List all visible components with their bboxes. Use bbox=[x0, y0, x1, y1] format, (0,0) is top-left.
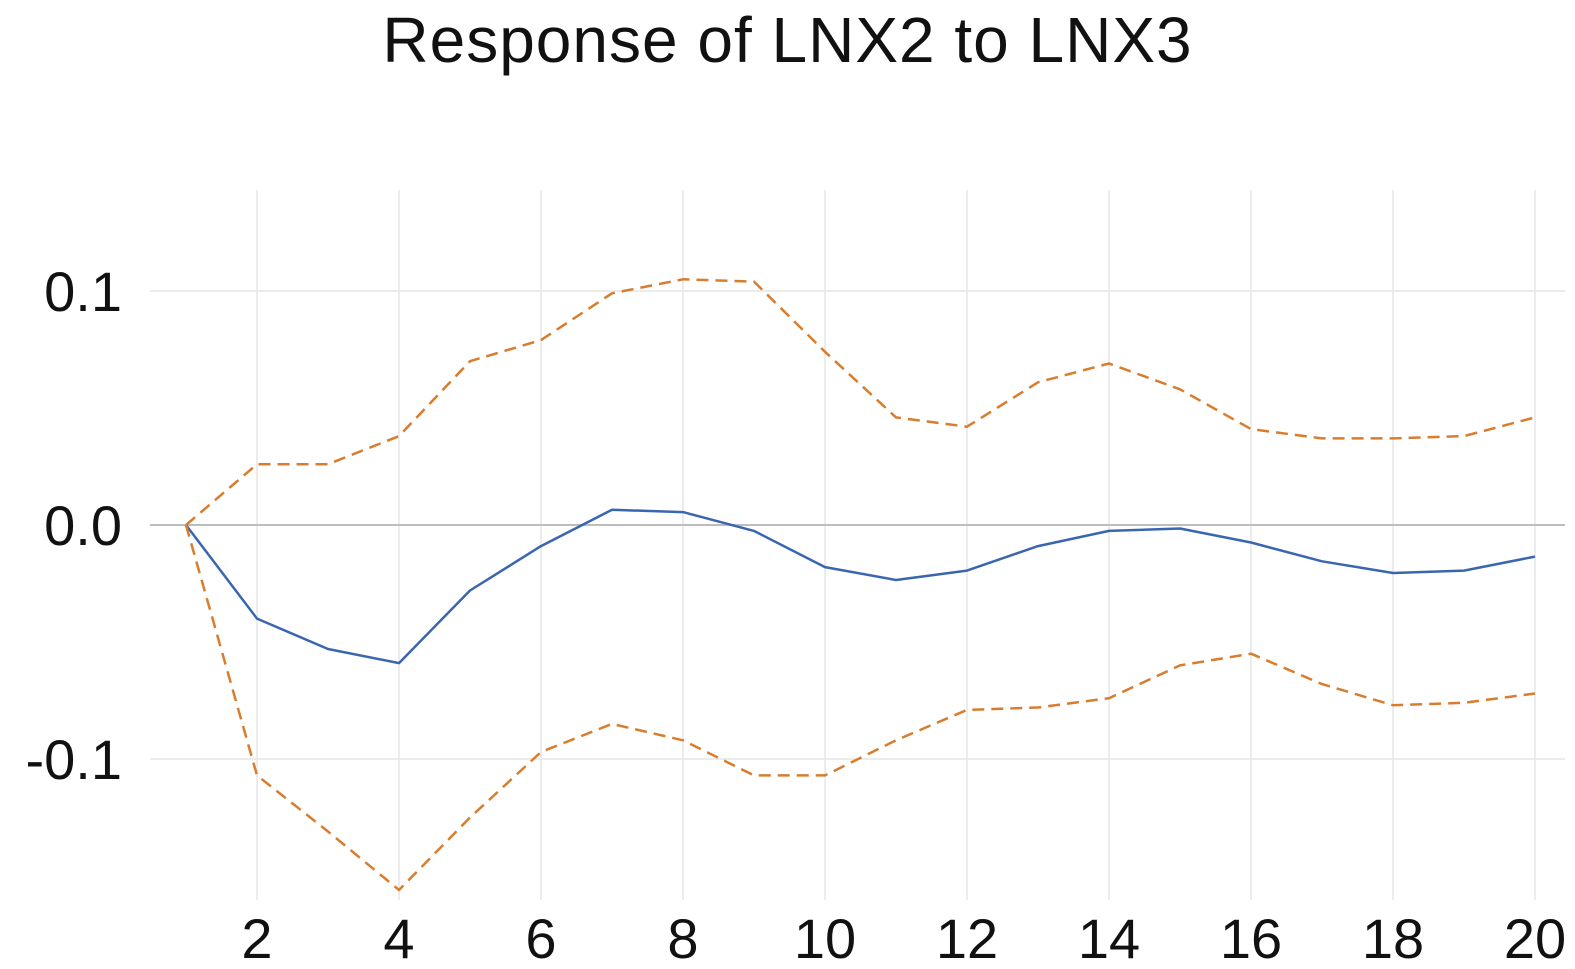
x-tick-label: 2 bbox=[241, 907, 272, 969]
x-tick-label: 8 bbox=[667, 907, 698, 969]
x-tick-label: 18 bbox=[1362, 907, 1424, 969]
y-axis-tick-labels: 0.1 0.0 -0.1 bbox=[26, 260, 123, 791]
y-tick-label: 0.0 bbox=[44, 494, 122, 557]
x-tick-label: 6 bbox=[525, 907, 556, 969]
x-tick-label: 10 bbox=[794, 907, 856, 969]
series-lines bbox=[184, 278, 1536, 892]
x-tick-label: 20 bbox=[1504, 907, 1566, 969]
series-line-lower-band bbox=[184, 524, 1536, 892]
x-tick-label: 16 bbox=[1220, 907, 1282, 969]
x-tick-label: 4 bbox=[383, 907, 414, 969]
series-line-upper-band bbox=[185, 278, 1536, 526]
x-tick-label: 12 bbox=[936, 907, 998, 969]
grid-lines bbox=[150, 190, 1565, 900]
x-axis-tick-labels: 2 4 6 8 10 12 14 16 18 20 bbox=[241, 907, 1566, 969]
series-line-response bbox=[185, 508, 1536, 665]
y-tick-label: 0.1 bbox=[44, 260, 122, 323]
x-tick-label: 14 bbox=[1078, 907, 1140, 969]
chart-title: Response of LNX2 to LNX3 bbox=[382, 4, 1193, 76]
y-tick-label: -0.1 bbox=[26, 728, 123, 791]
